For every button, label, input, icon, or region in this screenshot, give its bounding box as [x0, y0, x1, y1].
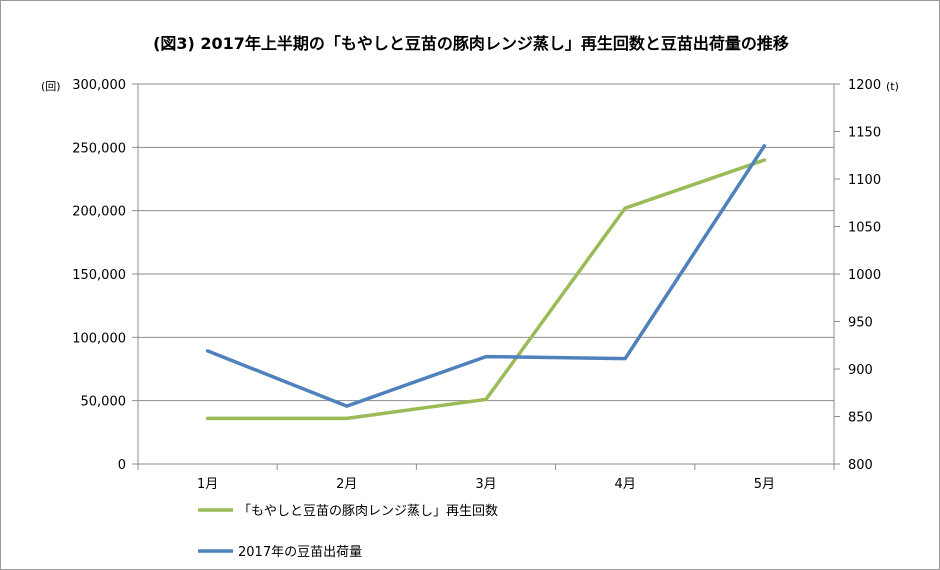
legend: 「もやしと豆苗の豚肉レンジ蒸し」再生回数 2017年の豆苗出荷量	[198, 504, 498, 560]
right-tick-label: 1200	[848, 78, 881, 93]
right-tick-label: 1050	[848, 221, 881, 236]
x-tick-label: 5月	[754, 477, 775, 492]
axes	[132, 83, 840, 470]
left-tick-label: 0	[118, 458, 126, 473]
right-axis-ticks: 800 850 900 950 1000 1050 1100 1150 1200	[848, 78, 881, 473]
left-tick-label: 100,000	[72, 331, 126, 346]
legend-label-1: 「もやしと豆苗の豚肉レンジ蒸し」再生回数	[238, 504, 498, 519]
gridlines	[138, 83, 834, 402]
x-tick-label: 1月	[197, 477, 218, 492]
right-tick-label: 1000	[848, 268, 881, 283]
left-tick-label: 50,000	[81, 395, 127, 410]
x-tick-label: 3月	[475, 477, 496, 492]
series-line-2	[205, 144, 767, 408]
right-tick-label: 1150	[848, 126, 881, 141]
right-tick-label: 900	[848, 363, 873, 378]
right-axis-unit: (t)	[886, 80, 899, 93]
x-axis-ticks: 1月 2月 3月 4月 5月	[197, 477, 775, 492]
left-axis-unit: (回)	[41, 80, 61, 93]
x-tick-label: 2月	[336, 477, 357, 492]
left-tick-label: 150,000	[72, 268, 126, 283]
series-lines	[205, 144, 767, 421]
legend-label-2: 2017年の豆苗出荷量	[238, 545, 362, 560]
chart-title: (図3) 2017年上半期の「もやしと豆苗の豚肉レンジ蒸し」再生回数と豆苗出荷量…	[153, 34, 789, 53]
right-tick-label: 850	[848, 411, 873, 426]
x-tick-label: 4月	[615, 477, 636, 492]
right-tick-label: 1100	[848, 173, 881, 188]
series-line-1	[205, 158, 767, 421]
left-tick-label: 250,000	[72, 141, 126, 156]
left-tick-label: 300,000	[72, 78, 126, 93]
left-axis-ticks: 0 50,000 100,000 150,000 200,000 250,000 300,0…	[72, 78, 126, 473]
right-tick-label: 800	[848, 458, 873, 473]
right-tick-label: 950	[848, 316, 873, 331]
left-tick-label: 200,000	[72, 205, 126, 220]
